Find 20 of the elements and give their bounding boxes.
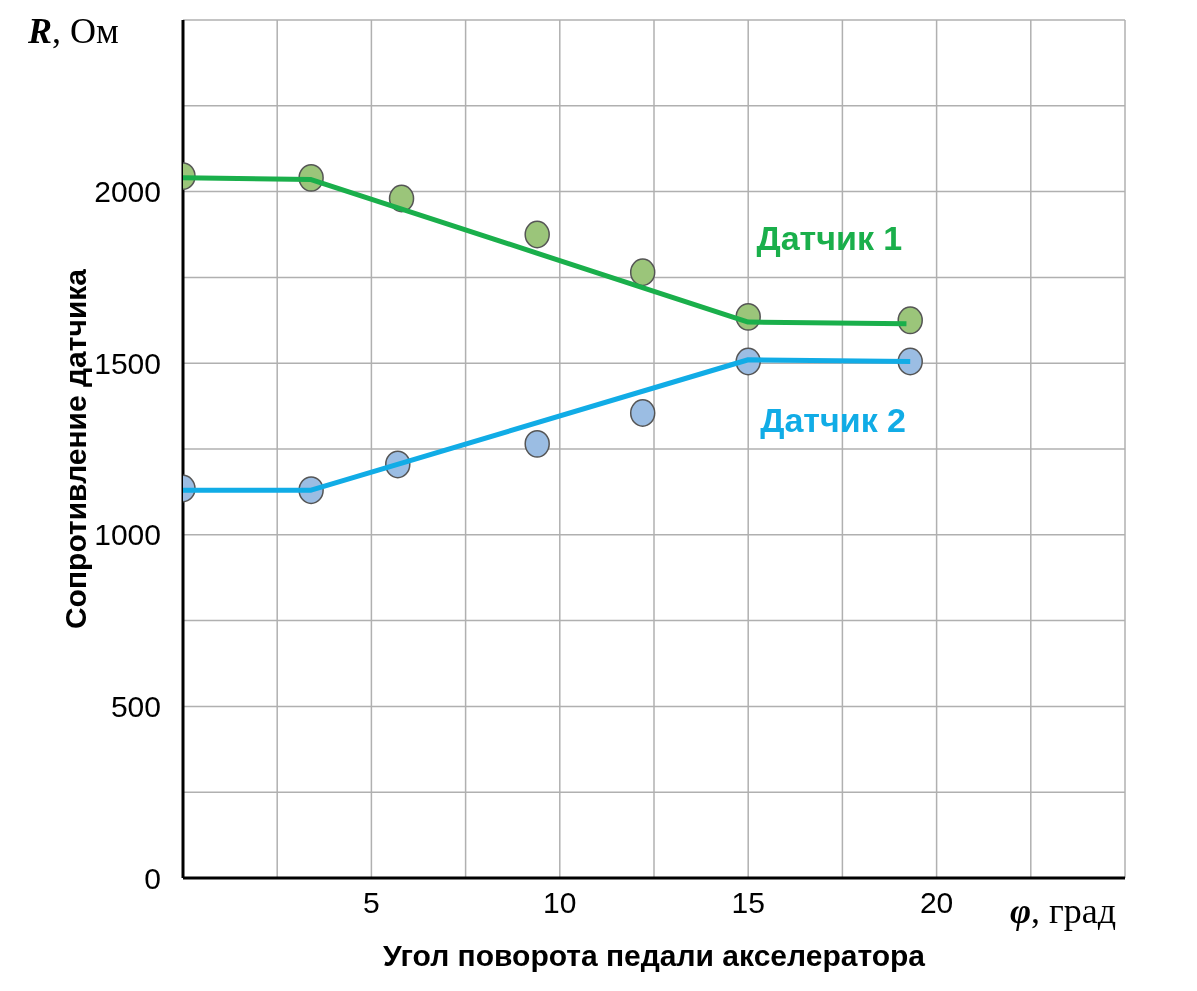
y-tick-label: 0	[144, 861, 161, 895]
y-tick-label: 2000	[94, 175, 161, 209]
point	[629, 399, 656, 427]
y-tick-label: 500	[110, 690, 161, 724]
y-tick-label: 1000	[94, 518, 161, 552]
x-tick-label: 20	[919, 886, 954, 920]
point	[897, 306, 923, 335]
x-tick-label: 15	[731, 886, 765, 920]
y-axis-title: Сопротивление датчика	[58, 268, 92, 630]
text: R, Ом	[28, 10, 119, 52]
point	[524, 429, 550, 458]
x-tick-label: 5	[363, 886, 380, 920]
x-axis-title: Угол поворота педали акселератора	[382, 939, 926, 972]
text: φ, град	[1010, 890, 1117, 932]
point	[629, 258, 656, 287]
series-label: Датчик 1	[756, 217, 903, 258]
point	[524, 220, 550, 249]
y-tick-label: 1500	[94, 346, 161, 380]
x-tick-label: 10	[543, 886, 577, 920]
series-label: Датчик 2	[760, 399, 907, 440]
